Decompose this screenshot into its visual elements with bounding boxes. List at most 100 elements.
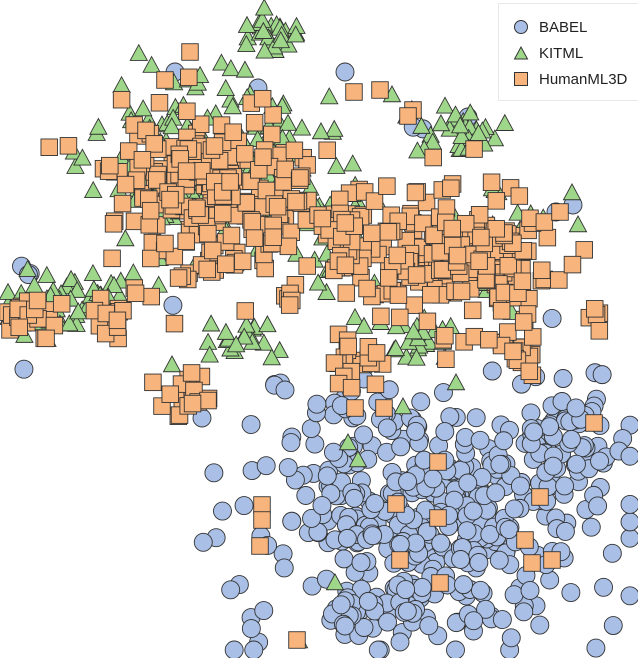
point-humanml3d-408	[418, 312, 437, 331]
point-humanml3d-499	[144, 373, 162, 392]
point-babel-79	[620, 586, 638, 606]
point-kitml-64	[327, 156, 346, 174]
point-humanml3d-192	[126, 284, 145, 303]
point-babel-378	[363, 526, 383, 546]
point-babel-34	[530, 615, 550, 635]
point-humanml3d-65	[165, 314, 184, 333]
point-kitml-207	[254, 21, 273, 39]
point-kitml-163	[133, 99, 153, 117]
point-humanml3d-349	[499, 257, 517, 275]
point-kitml-370	[308, 273, 328, 291]
point-babel-283	[317, 466, 337, 486]
point-babel-206	[588, 496, 608, 516]
point-babel-234	[301, 419, 321, 439]
point-babel-371	[377, 418, 397, 438]
point-humanml3d-335	[391, 308, 409, 327]
point-kitml-345	[345, 307, 365, 326]
point-humanml3d-583	[346, 399, 364, 417]
point-humanml3d-546	[590, 322, 609, 340]
point-humanml3d-258	[424, 148, 442, 167]
point-kitml-317	[200, 345, 219, 363]
point-humanml3d-418	[452, 282, 471, 301]
point-humanml3d-434	[388, 246, 407, 265]
point-humanml3d-427	[362, 224, 381, 243]
point-humanml3d-115	[142, 287, 160, 306]
point-kitml-226	[495, 113, 515, 131]
point-babel-313	[486, 483, 506, 503]
point-babel-212	[435, 422, 455, 442]
point-humanml3d-454	[337, 284, 356, 302]
point-humanml3d-569	[371, 81, 389, 99]
point-babel-250	[463, 501, 483, 521]
point-humanml3d-565	[280, 296, 299, 314]
point-kitml-164	[223, 97, 242, 115]
point-kitml-341	[407, 348, 426, 366]
point-babel-479	[331, 595, 351, 615]
point-babel-434	[555, 476, 575, 496]
point-humanml3d-206	[199, 224, 217, 243]
point-babel-293	[234, 496, 254, 516]
point-kitml-301	[201, 314, 221, 332]
point-humanml3d-295	[465, 140, 483, 158]
legend-label-babel: BABEL	[539, 18, 588, 36]
point-kitml-156	[142, 55, 161, 73]
point-babel-368	[555, 521, 575, 541]
point-humanml3d-257	[463, 301, 482, 320]
point-babel-428	[553, 369, 573, 388]
point-babel-326	[391, 437, 411, 457]
point-humanml3d-577	[429, 453, 447, 471]
point-kitml-158	[278, 113, 298, 131]
point-kitml-292	[104, 275, 124, 293]
point-humanml3d-94	[279, 237, 298, 256]
point-babel-328	[256, 456, 276, 476]
point-humanml3d-520	[342, 378, 361, 397]
point-babel-485	[307, 394, 327, 414]
point-humanml3d-225	[169, 269, 188, 287]
point-humanml3d-573	[551, 203, 569, 221]
point-babel-0	[620, 528, 638, 548]
point-humanml3d-416	[448, 246, 467, 265]
point-kitml-314	[258, 315, 277, 333]
point-kitml-230	[452, 126, 471, 144]
point-humanml3d-415	[472, 228, 490, 247]
point-humanml3d-547	[586, 300, 604, 318]
point-babel-200	[368, 640, 388, 658]
point-kitml-415	[393, 397, 413, 415]
point-humanml3d-327	[550, 271, 568, 289]
point-babel-213	[163, 295, 183, 315]
point-humanml3d-161	[103, 249, 121, 268]
point-babel-29	[224, 640, 244, 658]
point-humanml3d-329	[405, 296, 423, 314]
point-humanml3d-453	[378, 177, 396, 195]
point-kitml-291	[68, 302, 88, 320]
point-humanml3d-217	[188, 199, 206, 218]
point-kitml-416	[446, 373, 466, 391]
point-kitml-343	[404, 322, 423, 340]
point-babel-435	[566, 398, 586, 418]
point-babel-426	[561, 429, 581, 449]
point-humanml3d-413	[443, 219, 461, 238]
point-babel-388	[542, 309, 562, 328]
point-humanml3d-228	[222, 226, 241, 245]
point-humanml3d-114	[245, 113, 264, 132]
point-humanml3d-522	[367, 344, 386, 362]
point-humanml3d-581	[253, 511, 271, 529]
point-humanml3d-588	[288, 631, 306, 649]
point-kitml-149	[162, 117, 182, 135]
point-humanml3d-576	[531, 488, 549, 506]
point-kitml-233	[450, 116, 470, 134]
point-kitml-202	[237, 15, 257, 33]
point-humanml3d-575	[516, 531, 534, 549]
legend-label-kitml: KITML	[539, 44, 584, 62]
point-babel-446	[354, 618, 374, 637]
point-humanml3d-123	[59, 137, 78, 155]
point-humanml3d-394	[442, 179, 460, 197]
point-humanml3d-126	[191, 115, 210, 133]
point-babel-429	[504, 499, 524, 519]
point-humanml3d-341	[436, 326, 454, 345]
chart-legend: BABEL KITML HumanML3D	[498, 3, 638, 101]
point-babel-452	[454, 575, 473, 595]
point-kitml-5	[66, 156, 85, 174]
point-kitml-148	[116, 229, 135, 247]
point-babel-494	[335, 62, 355, 82]
